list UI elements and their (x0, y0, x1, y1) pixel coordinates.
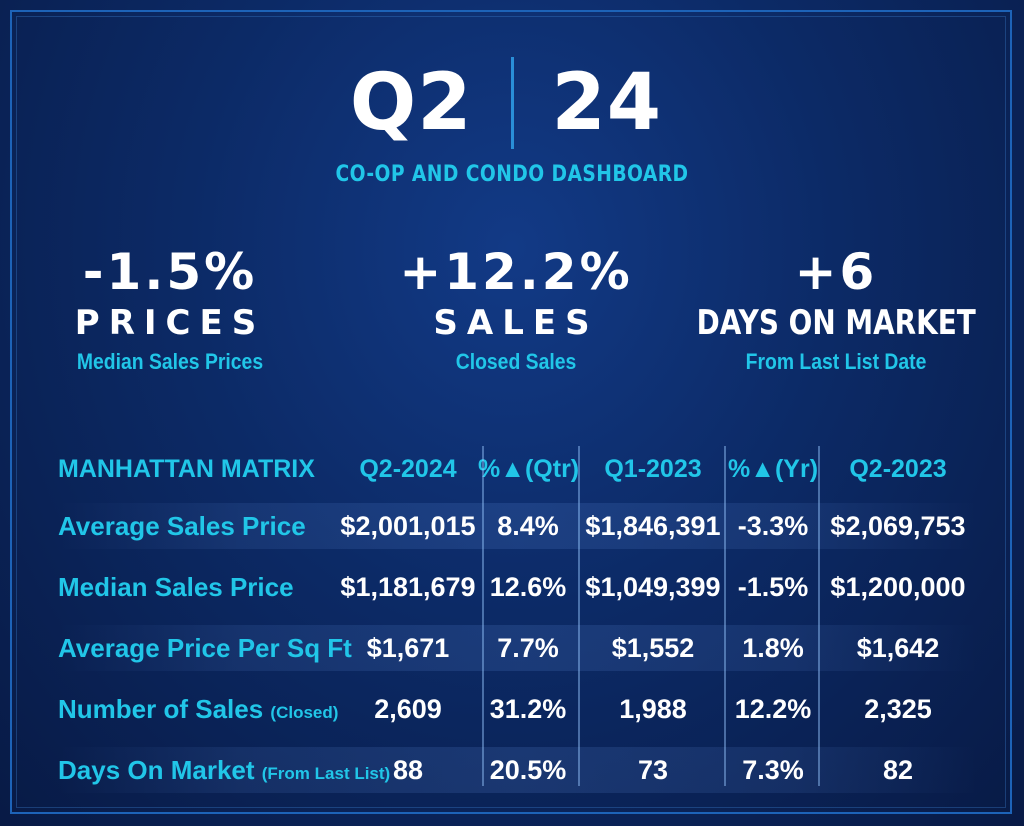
column-header: Q2-2024 (359, 454, 457, 483)
table-cell: 8.4% (497, 510, 559, 541)
row-label-text: Median Sales Price (58, 571, 294, 602)
stat-sales: +12.2% SALES Closed Sales (346, 244, 686, 378)
table-row: Median Sales Price $1,181,679 12.6% $1,049,… (58, 558, 978, 616)
row-label: Average Price Per Sq Ft (58, 633, 352, 664)
table-title: MANHATTAN MATRIX (58, 454, 315, 483)
row-label-text: Days On Market (58, 754, 255, 785)
table-row: Number of Sales (Closed) 2,609 31.2% 1,988 1… (58, 680, 978, 738)
table-cell: -1.5% (737, 571, 809, 602)
dashboard-subtitle: CO-OP AND CONDO DASHBOARD (335, 162, 689, 187)
stat-days-on-market: +6 DAYS ON MARKET From Last List Date (666, 244, 1006, 378)
key-stats: -1.5% PRICES Median Sales Prices +12.2% … (0, 244, 1024, 394)
column-header: %▲(Qtr) (478, 454, 580, 483)
table-cell: 7.3% (742, 754, 804, 785)
column-divider (724, 446, 726, 786)
stat-value: +6 (794, 243, 878, 301)
stat-label: PRICES (74, 303, 266, 343)
table-cell: $1,552 (611, 632, 695, 663)
inner-frame (16, 16, 1006, 808)
table-cell: 12.2% (734, 693, 812, 724)
row-label-text: Average Sales Price (58, 510, 306, 541)
row-label-text: Average Price Per Sq Ft (58, 632, 352, 663)
header-divider (510, 57, 514, 149)
table-cell: 2,609 (374, 693, 442, 724)
stat-value: +12.2% (399, 243, 633, 301)
row-label: Median Sales Price (58, 572, 338, 603)
dashboard-header: Q2 24 (0, 57, 1024, 149)
year-label: 24 (551, 58, 663, 148)
quarter-label: Q2 (349, 58, 473, 148)
row-label-note: (Closed) (270, 702, 339, 722)
stat-description: Median Sales Prices (76, 349, 264, 374)
row-label-note: (From Last List) (261, 763, 391, 783)
table-cell: $1,181,679 (340, 571, 476, 602)
table-cell: $1,846,391 (585, 510, 721, 541)
column-divider (818, 446, 820, 786)
stat-description: Closed Sales (455, 349, 577, 374)
table-cell: 1,988 (619, 693, 687, 724)
row-label-text: Number of Sales (58, 693, 264, 724)
table-cell: 20.5% (489, 754, 567, 785)
manhattan-matrix-table: MANHATTAN MATRIX Q2-2024 %▲(Qtr) Q1-2023… (58, 440, 978, 800)
table-cell: 2,325 (864, 693, 932, 724)
column-divider (578, 446, 580, 786)
row-label: Average Sales Price (58, 511, 338, 542)
table-cell: 12.6% (489, 571, 567, 602)
outer-frame (10, 10, 1012, 814)
table-cell: $1,200,000 (830, 571, 966, 602)
column-header: Q1-2023 (604, 454, 702, 483)
table-row: Average Sales Price $2,001,015 8.4% $1,846,… (58, 497, 978, 555)
table-cell: 73 (637, 754, 669, 785)
stat-description: From Last List Date (745, 349, 927, 374)
stat-label: DAYS ON MARKET (696, 303, 976, 343)
stat-prices: -1.5% PRICES Median Sales Prices (0, 244, 340, 378)
table-row: Days On Market (From Last List) 88 20.5% 73… (58, 741, 978, 799)
table-cell: $2,069,753 (830, 510, 966, 541)
table-cell: 88 (392, 754, 424, 785)
stat-value: -1.5% (82, 243, 258, 301)
column-header: Q2-2023 (849, 454, 947, 483)
table-row: Average Price Per Sq Ft $1,671 7.7% $1,552 1… (58, 619, 978, 677)
table-cell: 82 (882, 754, 914, 785)
row-label: Number of Sales (Closed) (58, 694, 338, 725)
column-divider (482, 446, 484, 786)
table-cell: 1.8% (742, 632, 804, 663)
table-cell: 7.7% (497, 632, 559, 663)
table-cell: $1,642 (856, 632, 940, 663)
table-cell: $2,001,015 (340, 510, 476, 541)
row-label: Days On Market (From Last List) (58, 754, 390, 786)
table-header-row: MANHATTAN MATRIX Q2-2024 %▲(Qtr) Q1-2023… (58, 440, 978, 498)
table-cell: -3.3% (737, 510, 809, 541)
stat-label: SALES (433, 303, 599, 343)
column-header: %▲(Yr) (728, 454, 819, 483)
table-cell: 31.2% (489, 693, 567, 724)
table-cell: $1,049,399 (585, 571, 721, 602)
table-cell: $1,671 (366, 632, 450, 663)
